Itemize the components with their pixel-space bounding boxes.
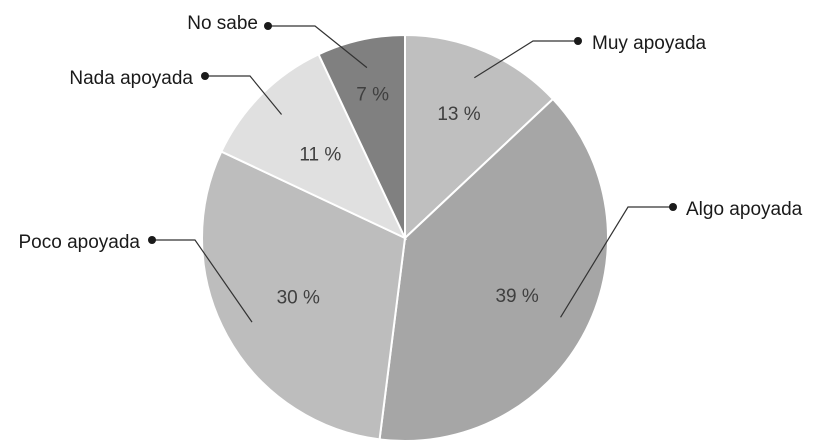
leader-dot-muy-apoyada — [574, 37, 582, 45]
leader-dot-algo-apoyada — [669, 203, 677, 211]
pie-slice-nada-apoyada — [219, 52, 408, 241]
pie-slice-poco-apoyada — [201, 150, 407, 441]
slice-category-label-nada-apoyada: Nada apoyada — [69, 68, 193, 89]
slice-value-label-muy-apoyada: 13 % — [437, 104, 480, 125]
leader-line-algo-apoyada — [560, 206, 673, 318]
slice-value-label-no-sabe: 7 % — [356, 84, 389, 105]
slice-value-label-nada-apoyada: 11 % — [299, 144, 341, 165]
leader-line-poco-apoyada — [152, 239, 253, 323]
slice-category-label-algo-apoyada: Algo apoyada — [686, 199, 803, 220]
slice-category-label-no-sabe: No sabe — [187, 13, 258, 34]
leader-dot-no-sabe — [264, 22, 272, 30]
leader-line-no-sabe — [268, 25, 368, 69]
pie-slice-algo-apoyada — [378, 97, 609, 441]
leader-line-muy-apoyada — [474, 40, 578, 79]
leader-dot-poco-apoyada — [148, 236, 156, 244]
slice-category-label-muy-apoyada: Muy apoyada — [592, 33, 707, 54]
leader-line-nada-apoyada — [205, 75, 283, 115]
leader-dot-nada-apoyada — [201, 72, 209, 80]
pie-slice-no-sabe — [317, 33, 406, 239]
pie-slice-muy-apoyada — [404, 33, 555, 241]
slice-value-label-algo-apoyada: 39 % — [495, 286, 538, 307]
slice-category-label-poco-apoyada: Poco apoyada — [19, 232, 141, 253]
slice-value-label-poco-apoyada: 30 % — [277, 288, 320, 309]
